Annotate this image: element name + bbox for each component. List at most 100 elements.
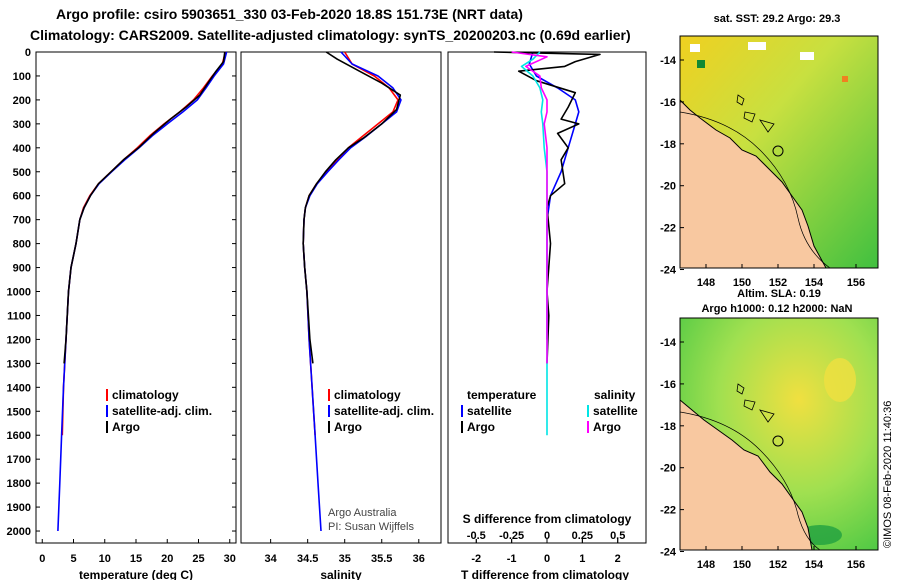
sla-map	[680, 318, 878, 550]
s-difference-xlabel: S difference from climatology	[463, 512, 632, 526]
temperature-tick-label: 10	[99, 553, 111, 565]
series-line-argo	[63, 51, 226, 364]
s-difference-tick-label: 0	[544, 530, 550, 542]
sst-map-title: sat. SST: 29.2 Argo: 29.3	[714, 13, 841, 25]
lat-tick-label: -22	[660, 505, 676, 517]
figure-title-line1: Argo profile: csiro 5903651_330 03-Feb-2…	[56, 6, 523, 22]
sst-map-ticks: 148 150 152 154 156 -14 -16 -18 -20 -22 -24	[660, 55, 865, 289]
lon-tick-label: 150	[733, 559, 751, 571]
sst-reefs	[736, 94, 775, 133]
imos-credit: ©IMOS 08-Feb-2020 11:40:36	[882, 401, 894, 548]
temperature-tick-label: 5	[70, 553, 76, 565]
depth-tick-label: 700	[13, 215, 31, 227]
depth-tick-label: 2000	[7, 526, 31, 538]
difference-series	[493, 51, 601, 436]
sst-isobath	[680, 111, 831, 268]
salinity-panel: 34 34.5 35 35.5 36 salinity climatology sate…	[240, 51, 442, 580]
salinity-tick-label: 34	[265, 553, 278, 565]
temperature-series	[57, 51, 228, 532]
temperature-tick-label: 25	[192, 553, 204, 565]
lon-tick-label: 156	[847, 559, 865, 571]
temperature-legend: climatology satellite-adj. clim. Argo	[106, 388, 212, 434]
legend-satellite-label: satellite-adj. clim.	[112, 404, 212, 418]
salinity-axes-frame	[240, 51, 442, 544]
t-difference-tick-label: 1	[579, 553, 585, 565]
salinity-tick-label: 35	[339, 553, 351, 565]
sst-map-frame	[679, 35, 879, 269]
sla-reefs	[736, 383, 775, 423]
depth-tick-label: 1800	[7, 478, 31, 490]
sla-isobath	[680, 411, 821, 550]
lat-tick-label: -18	[660, 139, 676, 151]
salinity-tick-label: 34.5	[297, 553, 318, 565]
depth-tick-label: 400	[13, 143, 31, 155]
s-difference-tick-label: 0.25	[572, 530, 593, 542]
lat-tick-label: -20	[660, 463, 676, 475]
lon-tick-label: 156	[847, 277, 865, 289]
t-difference-tick-label: 0	[544, 553, 550, 565]
depth-tick-label: 300	[13, 119, 31, 131]
lat-tick-label: -16	[660, 97, 676, 109]
sla-map-title-line2: Argo h1000: 0.12 h2000: NaN	[701, 303, 852, 315]
salinity-series	[302, 51, 402, 532]
series-line-argo	[302, 51, 402, 364]
salinity-x-ticks: 34 34.5 35 35.5 36	[265, 539, 425, 565]
lat-tick-label: -20	[660, 181, 676, 193]
depth-tick-label: 200	[13, 95, 31, 107]
depth-tick-label: 1400	[7, 382, 31, 394]
t-difference-tick-label: -2	[471, 553, 481, 565]
legend-satellite-label: satellite-adj. clim.	[334, 404, 434, 418]
t-difference-tick-label: 2	[615, 553, 621, 565]
depth-tick-labels: 0 100 200 300 400 500 600 700 800 900 1000 1100 1200…	[7, 47, 646, 538]
lon-tick-label: 152	[769, 277, 787, 289]
salinity-tick-label: 36	[413, 553, 425, 565]
attribution-line1: Argo Australia	[328, 507, 397, 519]
temperature-tick-label: 15	[130, 553, 142, 565]
argo-float-marker	[772, 435, 784, 447]
sla-map-ticks: 148 150 152 154 156 -14 -16 -18 -20 -22 -24	[660, 337, 865, 571]
sst-cold-patch	[697, 60, 705, 68]
depth-tick-label: 1900	[7, 502, 31, 514]
lon-tick-label: 152	[769, 559, 787, 571]
argo-float-marker	[772, 145, 784, 157]
lon-tick-label: 148	[697, 559, 715, 571]
difference-legend: temperature salinity satellite Argo sate…	[461, 388, 638, 434]
sla-land	[680, 399, 813, 550]
salinity-xlabel: salinity	[320, 568, 362, 580]
lat-tick-label: -14	[660, 55, 677, 67]
depth-tick-label: 1500	[7, 406, 31, 418]
legend-s-argo-label: Argo	[593, 420, 621, 434]
sst-land	[680, 99, 827, 268]
lat-tick-label: -22	[660, 223, 676, 235]
depth-tick-label: 1700	[7, 454, 31, 466]
figure-title-line2: Climatology: CARS2009. Satellite-adjuste…	[30, 27, 631, 43]
lat-tick-label: -24	[660, 265, 677, 277]
legend-t-argo-label: Argo	[467, 420, 495, 434]
salinity-legend: climatology satellite-adj. clim. Argo	[328, 388, 434, 434]
temperature-axes-frame	[35, 51, 237, 544]
temperature-xlabel: temperature (deg C)	[79, 568, 193, 580]
series-line-s-argo	[511, 51, 548, 364]
difference-panel: -2 -1 0 1 2 -0.5 -0.25 0 0.25 0.5 T difference f…	[447, 51, 647, 580]
s-difference-x-ticks: -0.5 -0.25 0 0.25 0.5	[467, 530, 625, 543]
depth-tick-label: 1100	[7, 310, 31, 322]
lon-tick-label: 154	[805, 559, 824, 571]
temperature-tick-label: 30	[224, 553, 236, 565]
s-difference-tick-label: -0.25	[499, 530, 524, 542]
legend-climatology-label: climatology	[334, 388, 401, 402]
series-line-t-argo	[493, 51, 601, 364]
depth-tick-label: 1000	[7, 287, 31, 299]
sla-high-eddy	[824, 358, 856, 402]
salinity-tick-label: 35.5	[371, 553, 392, 565]
t-difference-xlabel: T difference from climatology	[461, 568, 629, 580]
temperature-tick-label: 0	[39, 553, 45, 565]
sla-map-frame	[679, 317, 879, 551]
temperature-tick-label: 20	[161, 553, 173, 565]
sst-cloud-gap	[748, 42, 766, 50]
sst-cloud-gap	[800, 52, 814, 60]
depth-tick-label: 100	[13, 71, 31, 83]
legend-salinity-header: salinity	[594, 388, 636, 402]
lat-tick-label: -24	[660, 547, 677, 559]
depth-tick-label: 600	[13, 191, 31, 203]
